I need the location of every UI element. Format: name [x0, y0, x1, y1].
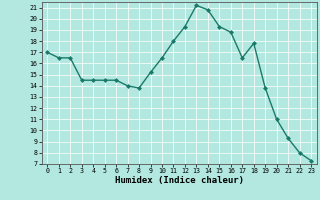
X-axis label: Humidex (Indice chaleur): Humidex (Indice chaleur) — [115, 176, 244, 185]
